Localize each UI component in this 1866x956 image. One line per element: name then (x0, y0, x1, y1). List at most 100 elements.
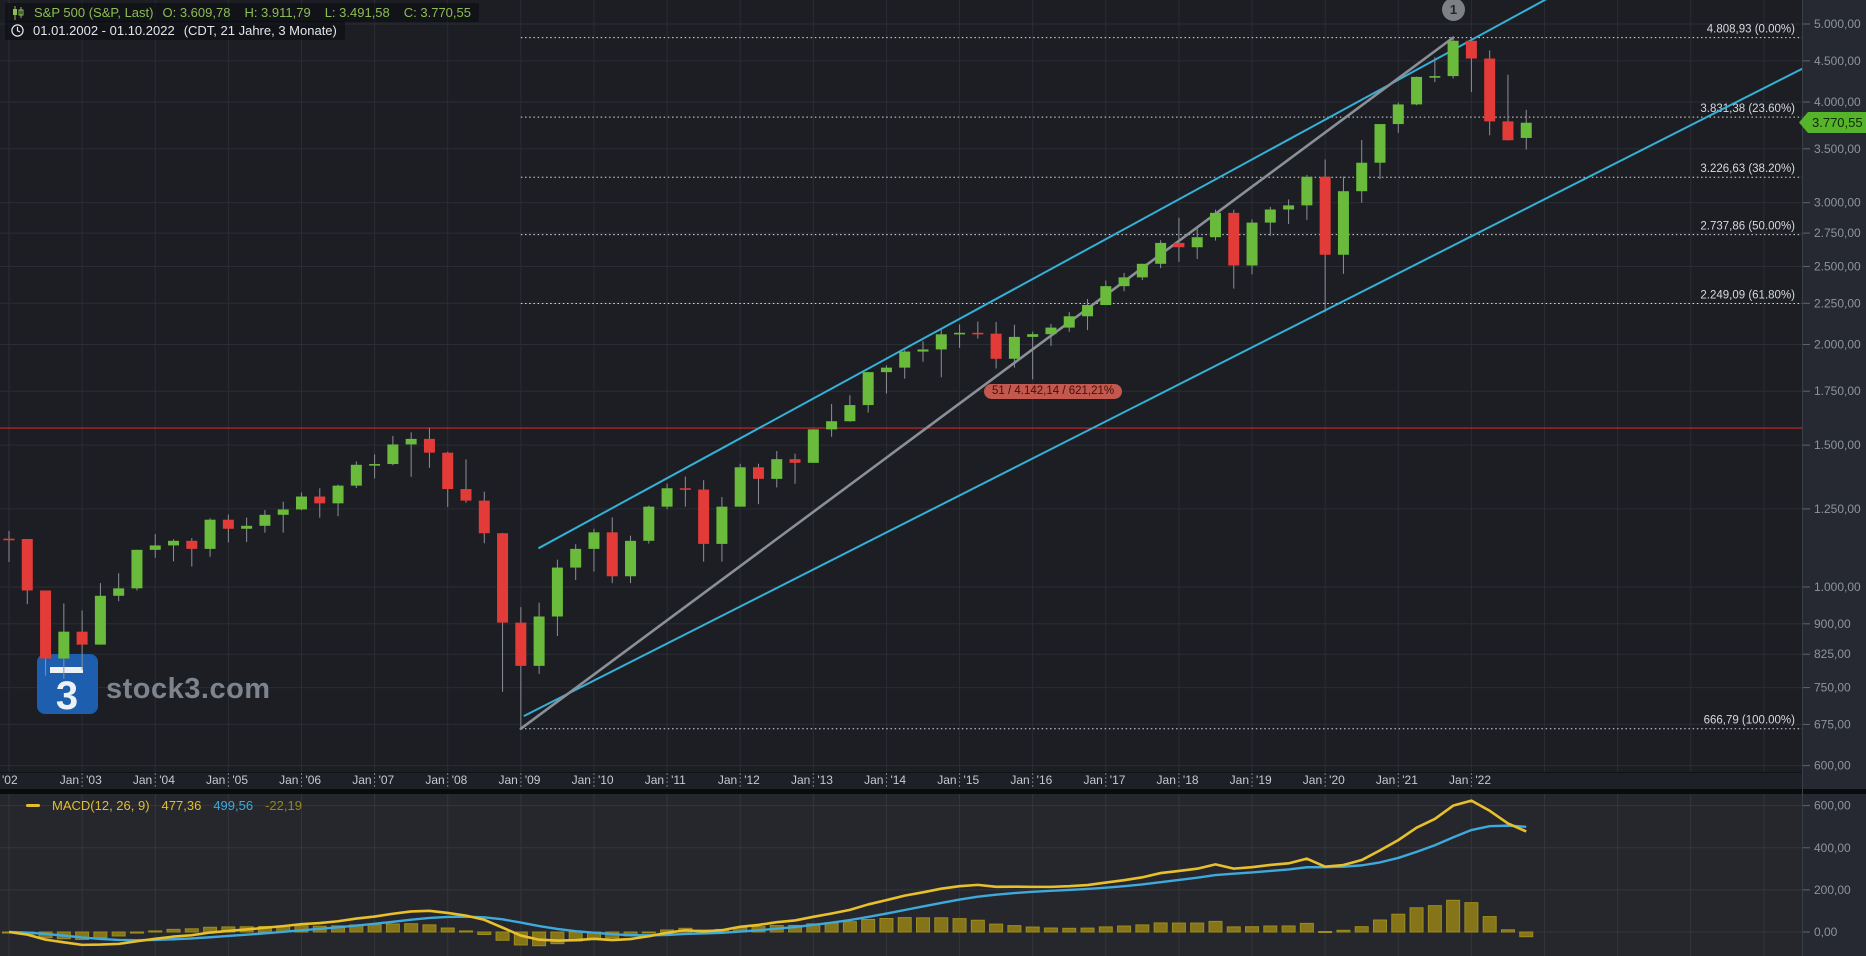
time-tick-label: '15 (964, 773, 980, 787)
macd-histogram-bar (111, 931, 126, 937)
macd-histogram-bar (1500, 929, 1515, 933)
time-tick-label: '22 (1475, 773, 1491, 787)
pane-separator[interactable] (0, 789, 1866, 794)
candlestick (752, 467, 764, 479)
time-axis-strip[interactable] (0, 772, 1802, 789)
stock3-watermark: 3 stock3.com (37, 654, 270, 718)
time-tick-label: '21 (1402, 773, 1418, 787)
annotations-layer: 4.808,93 (0.00%) 3.831,38 (23.60%) 3.226,6… (0, 0, 1804, 731)
chart-daterange: 01.01.2002 - 01.10.2022 (CDT, 21 Jahre, … (5, 21, 345, 40)
candlestick (1228, 212, 1240, 266)
macd-signal-value: 499,56 (213, 798, 254, 813)
time-tick-label: '14 (890, 773, 906, 787)
candlestick (990, 333, 1002, 359)
time-tick-label: '19 (1256, 773, 1272, 787)
macd-histogram-bar (367, 924, 382, 933)
candlestick (954, 332, 966, 335)
candlestick (186, 540, 198, 549)
price-axis-strip[interactable] (1802, 0, 1866, 956)
macd-histogram-bar (495, 931, 510, 941)
price-tick-label: 2.000,00 (1814, 338, 1861, 352)
candlestick (862, 372, 874, 406)
macd-signal-line (8, 824, 1527, 942)
stock3-logo-bar (50, 667, 83, 673)
time-tick-label: Jan (718, 773, 737, 787)
time-tick-label: Jan (498, 773, 517, 787)
time-tick-label: Jan (1376, 773, 1395, 787)
price-tick-label: 1.250,00 (1814, 502, 1861, 516)
candlestick (515, 622, 527, 666)
time-tick-label: '16 (1037, 773, 1053, 787)
macd-indicator-title[interactable]: MACD(12, 26, 9) (52, 798, 150, 813)
macd-histogram-bar (1043, 927, 1058, 933)
candlestick (259, 514, 271, 526)
main-pane[interactable] (0, 0, 1802, 772)
fib-level-label: 2.737,86 (50.00%) (1700, 221, 1795, 233)
candlestick (168, 540, 180, 546)
macd-histogram-bar (459, 930, 473, 933)
macd-hist-value: -22,19 (265, 798, 302, 813)
time-tick-label: Jan (1303, 773, 1322, 787)
candlestick (1136, 263, 1148, 278)
macd-histogram-bar (1080, 927, 1095, 933)
date-range[interactable]: 01.01.2002 - 01.10.2022 (33, 23, 175, 38)
macd-histogram-bar (861, 918, 876, 933)
macd-histogram-bar (1171, 922, 1186, 933)
candlestick (551, 567, 563, 617)
price-tick-label: 2.500,00 (1814, 259, 1861, 273)
candlestick (1374, 124, 1386, 163)
time-tick-label: Jan (206, 773, 225, 787)
time-tick-label: Jan (1449, 773, 1468, 787)
candlestick (460, 489, 472, 501)
candlestick (1191, 237, 1203, 248)
price-tick-label: 825,00 (1814, 647, 1851, 661)
candlestick (807, 429, 819, 463)
macd-line-icon (26, 804, 40, 807)
candlestick (588, 532, 600, 549)
price-tick-label: 2.250,00 (1814, 296, 1861, 310)
candlestick (94, 595, 106, 645)
candlestick (917, 349, 929, 352)
candlestick (1027, 334, 1039, 337)
macd-layer (2, 799, 1534, 947)
time-tick-label: '03 (86, 773, 102, 787)
symbol-title[interactable]: S&P 500 (S&P, Last) (34, 5, 154, 20)
time-tick-label: '17 (1110, 773, 1126, 787)
time-tick-label: '13 (817, 773, 833, 787)
fib-base-trendline[interactable] (519, 36, 1455, 731)
time-tick-label: Jan (425, 773, 444, 787)
candlestick (387, 444, 399, 465)
candlestick (1484, 58, 1496, 122)
candlestick (533, 616, 545, 666)
time-tick-label: '05 (232, 773, 248, 787)
macd-histogram-bar (916, 917, 930, 933)
fib-level-label: 666,79 (100.00%) (1704, 715, 1796, 727)
channel-lower-trendline[interactable] (523, 67, 1804, 717)
macd-histogram-bar (897, 917, 912, 933)
low-value: L: 3.491,58 (324, 5, 390, 20)
candlestick (643, 506, 655, 541)
macd-histogram-bar (1025, 926, 1040, 933)
candlestick (1301, 176, 1313, 206)
candlestick (314, 496, 326, 504)
macd-line (8, 799, 1527, 947)
price-tick-label: 2.750,00 (1814, 226, 1861, 240)
candlestick (149, 545, 161, 550)
time-tick-label: '12 (744, 773, 760, 787)
candlestick (113, 588, 125, 596)
macd-histogram-bar (1281, 925, 1296, 933)
last-price-badge: 3.770,55 (1799, 112, 1866, 133)
candlestick (935, 334, 947, 350)
wave-count-marker[interactable]: 1 (1442, 0, 1465, 21)
time-tick-label: '11 (671, 773, 686, 787)
candlestick (789, 459, 801, 463)
candlestick (76, 631, 88, 645)
macd-histogram-bar (422, 924, 437, 933)
candlestick (58, 631, 70, 659)
price-tick-label: 1.000,00 (1814, 580, 1861, 594)
price-tick-label: 1.500,00 (1814, 438, 1861, 452)
time-tick-label: Jan (645, 773, 664, 787)
macd-histogram-bar (1519, 931, 1534, 938)
price-tick-label: 1.750,00 (1814, 384, 1861, 398)
